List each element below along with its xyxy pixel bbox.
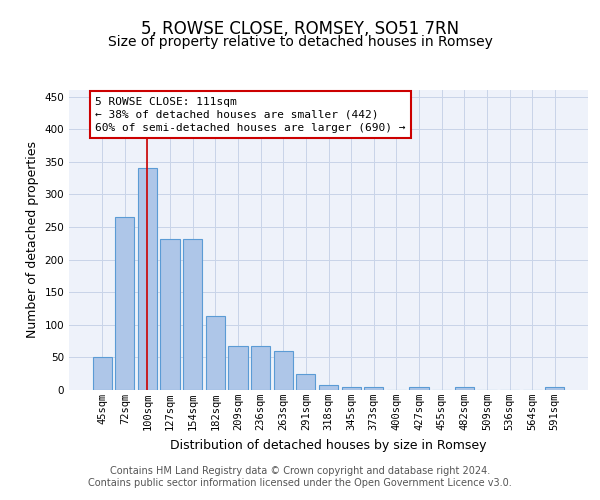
Bar [455, 388, 474, 390]
Bar [409, 386, 428, 390]
Bar [92, 358, 112, 390]
Bar [160, 238, 180, 390]
Text: 5 ROWSE CLOSE: 111sqm
← 38% of detached houses are smaller (442)
60% of semi-det: 5 ROWSE CLOSE: 111sqm ← 38% of detached … [95, 96, 406, 133]
Bar [138, 168, 157, 390]
Bar [296, 374, 316, 390]
Bar [341, 386, 361, 390]
X-axis label: Distribution of detached houses by size in Romsey: Distribution of detached houses by size … [170, 438, 487, 452]
Bar [274, 351, 293, 390]
Bar [115, 217, 134, 390]
Text: Contains HM Land Registry data © Crown copyright and database right 2024.
Contai: Contains HM Land Registry data © Crown c… [88, 466, 512, 487]
Bar [229, 346, 248, 390]
Text: 5, ROWSE CLOSE, ROMSEY, SO51 7RN: 5, ROWSE CLOSE, ROMSEY, SO51 7RN [141, 20, 459, 38]
Bar [251, 346, 270, 390]
Bar [545, 388, 565, 390]
Text: Size of property relative to detached houses in Romsey: Size of property relative to detached ho… [107, 35, 493, 49]
Bar [319, 386, 338, 390]
Bar [364, 386, 383, 390]
Bar [206, 316, 225, 390]
Bar [183, 238, 202, 390]
Y-axis label: Number of detached properties: Number of detached properties [26, 142, 39, 338]
